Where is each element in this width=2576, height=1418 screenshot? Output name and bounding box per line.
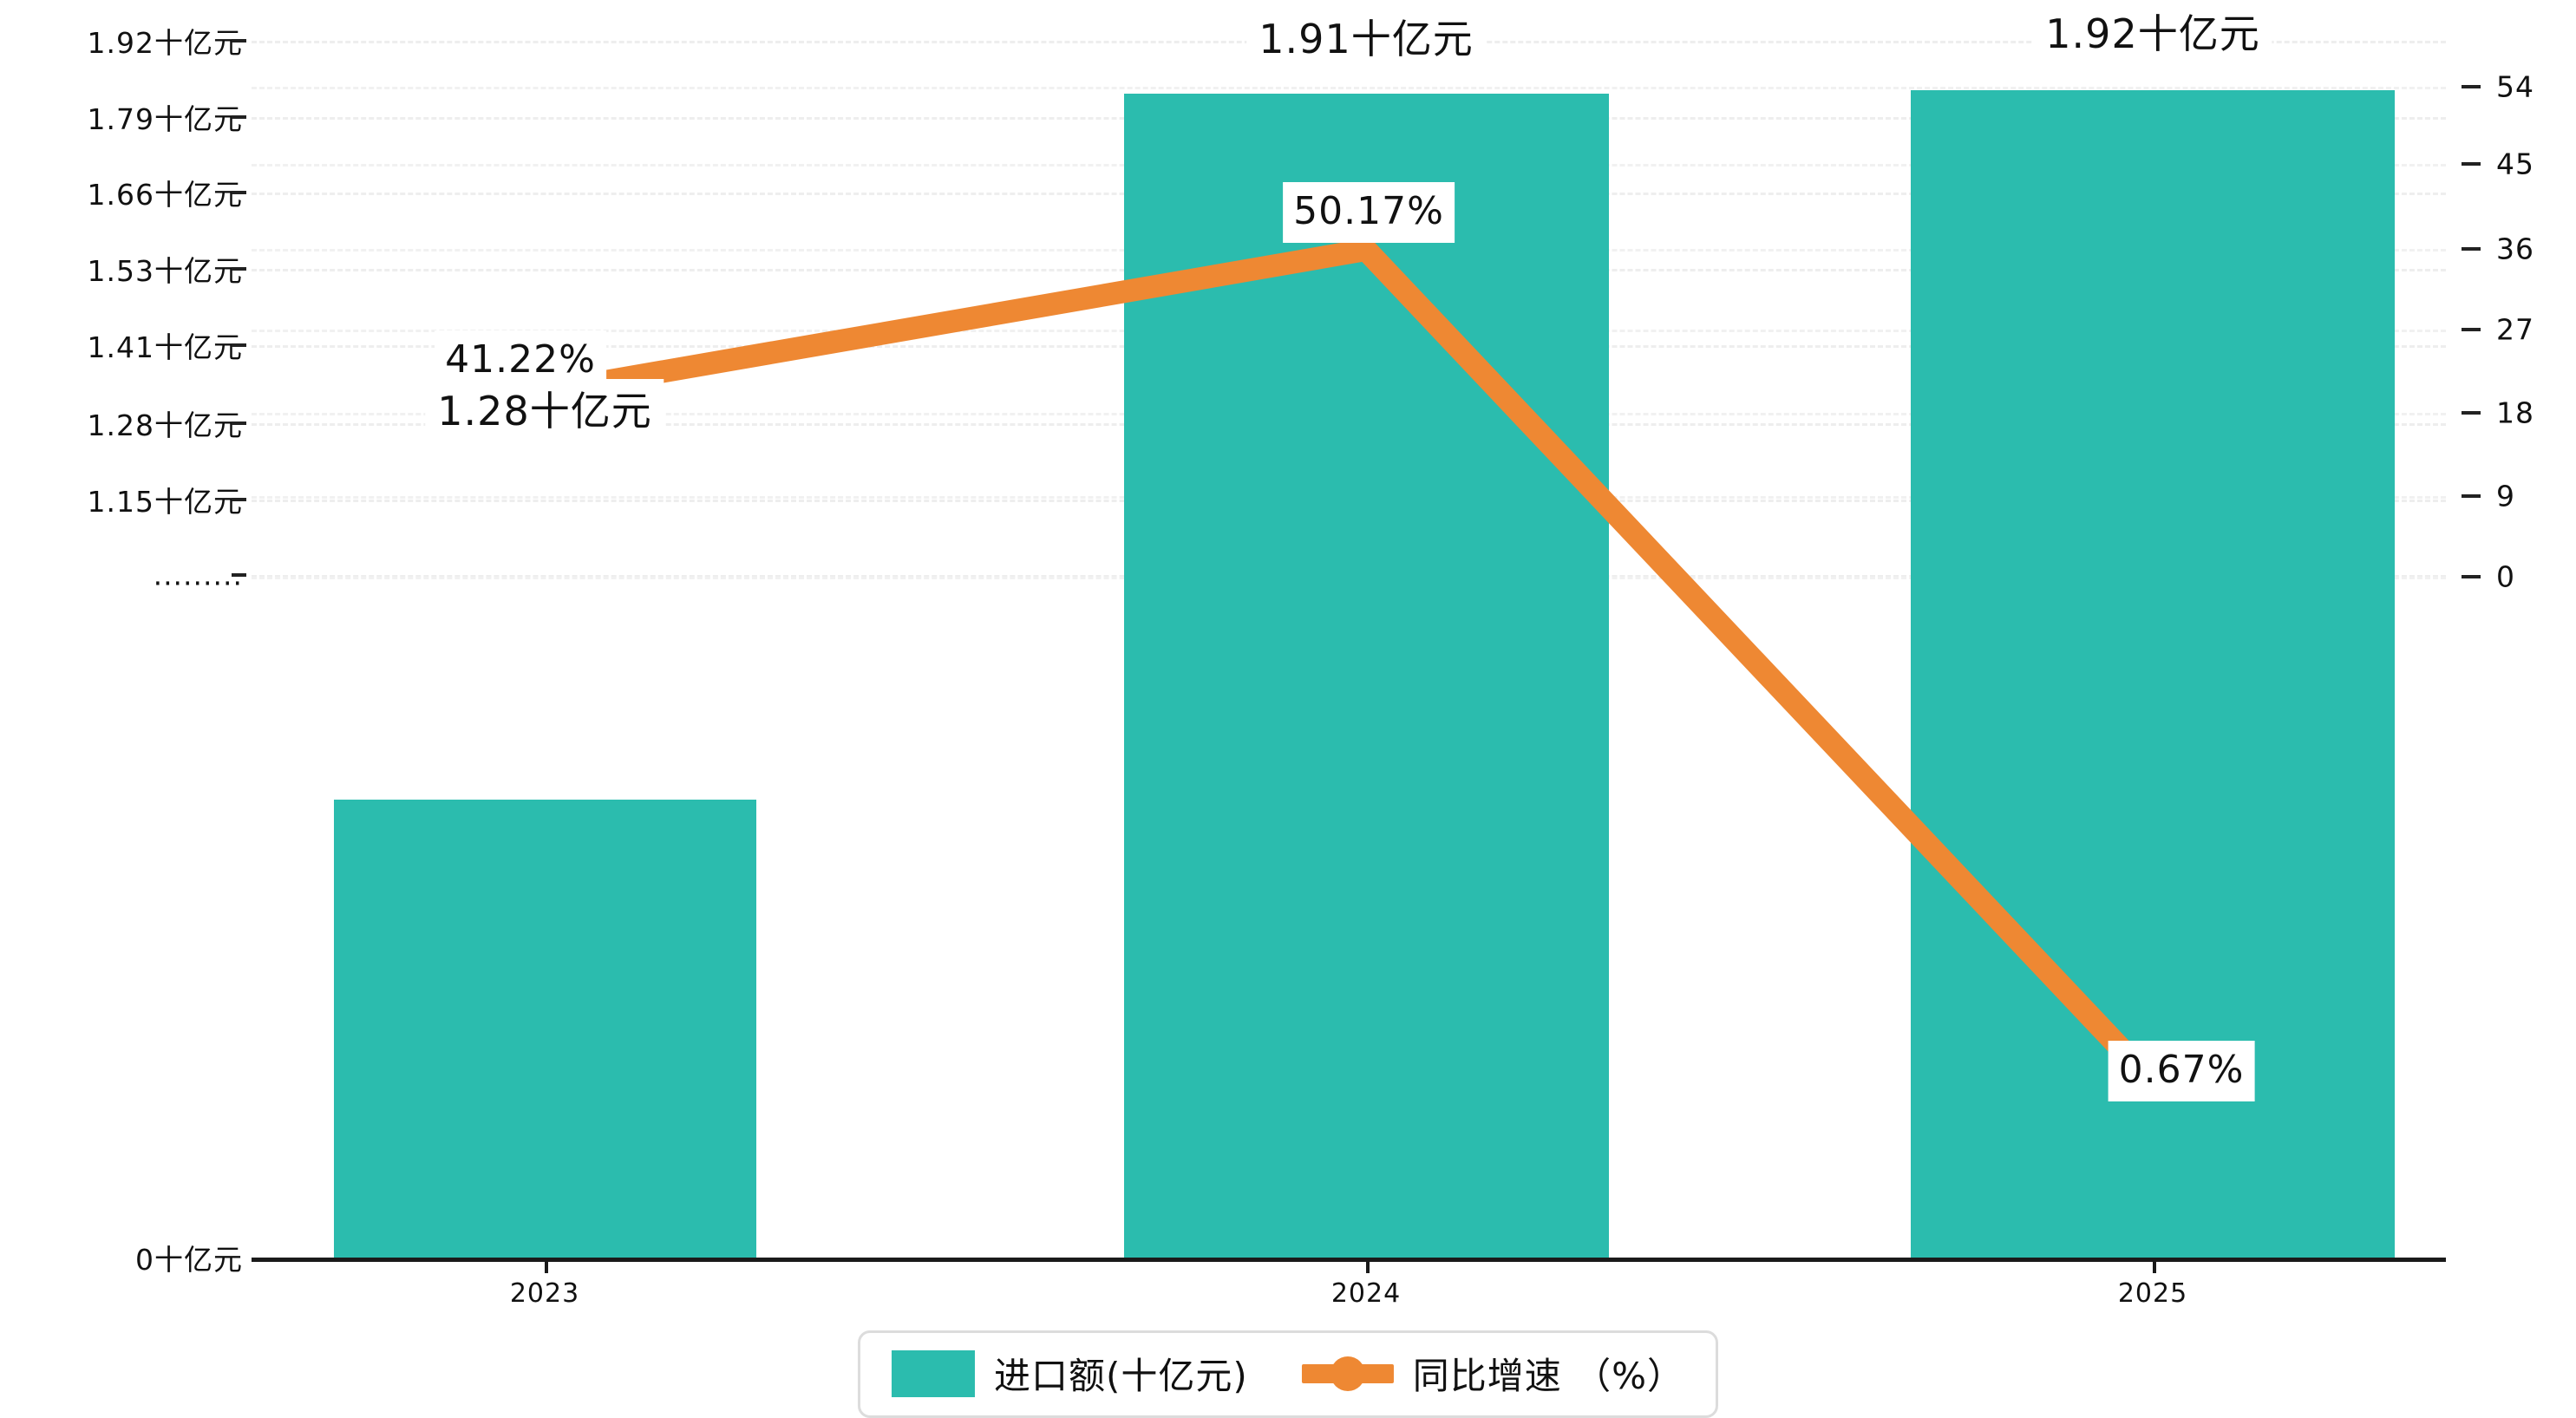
bar-2024[interactable]: [1124, 94, 1609, 1258]
y-axis-left-tick-label: 1.79十亿元: [87, 102, 243, 136]
y-axis-right-tick-label: 45: [2496, 147, 2534, 181]
y-axis-right-tick-label: 0: [2496, 559, 2515, 594]
y-axis-left-tick-label: 1.15十亿元: [87, 485, 243, 519]
x-axis-tick-mark: [1366, 1258, 1370, 1273]
y-axis-left-tick-mark: [232, 267, 246, 271]
legend-bar-swatch-icon: [891, 1349, 975, 1397]
y-axis-left-tick-label: .........: [153, 558, 243, 592]
x-axis-tick-label: 2025: [2117, 1278, 2188, 1309]
y-axis-right-tick-mark: [2462, 247, 2481, 251]
line-value-label: 0.67%: [2108, 1041, 2255, 1101]
bar-2023[interactable]: [334, 800, 756, 1258]
x-axis-tick-mark: [545, 1258, 548, 1273]
x-axis-line: [252, 1258, 2446, 1262]
gridline-right: [252, 87, 2446, 89]
y-axis-right-tick-mark: [2462, 494, 2481, 498]
y-axis-left-tick-label: 1.53十亿元: [87, 254, 243, 288]
y-axis-right-tick-label: 54: [2496, 69, 2534, 104]
legend-item-yoy-growth[interactable]: 同比增速 （%）: [1301, 1347, 1685, 1400]
y-axis-right-tick-label: 18: [2496, 395, 2534, 430]
y-axis-right-tick-label: 36: [2496, 232, 2534, 266]
bar-value-label: 1.91十亿元: [1246, 7, 1486, 73]
y-axis-left-tick-mark: [232, 39, 246, 42]
y-axis-right-tick-mark: [2462, 575, 2481, 578]
bar-value-label: 1.92十亿元: [2033, 2, 2272, 68]
y-axis-left-tick-mark: [232, 343, 246, 347]
x-axis-tick-label: 2023: [509, 1278, 580, 1309]
legend-item-import-amount[interactable]: 进口额(十亿元): [891, 1347, 1248, 1400]
legend-label-yoy-growth: 同比增速 （%）: [1412, 1355, 1685, 1397]
y-axis-right-tick-mark: [2462, 162, 2481, 166]
legend-line-swatch-icon: [1301, 1350, 1394, 1397]
y-axis-left-tick-mark: [232, 421, 246, 425]
line-value-label: 50.17%: [1283, 182, 1455, 243]
y-axis-left-tick-mark: [232, 115, 246, 119]
y-axis-right-tick-mark: [2462, 328, 2481, 331]
y-axis-right-tick-mark: [2462, 411, 2481, 415]
legend-label-import-amount: 进口额(十亿元): [993, 1355, 1248, 1397]
y-axis-right-tick-mark: [2462, 85, 2481, 88]
y-axis-right-tick-label: 27: [2496, 312, 2534, 347]
y-axis-left-tick-label: 0十亿元: [135, 1243, 243, 1277]
chart-legend[interactable]: 进口额(十亿元) 同比增速 （%）: [857, 1330, 1719, 1418]
y-axis-left-tick-label: 1.28十亿元: [87, 408, 243, 442]
x-axis-tick-label: 2024: [1330, 1278, 1402, 1309]
y-axis-left-tick-mark: [232, 573, 246, 577]
y-axis-left-tick-label: 1.92十亿元: [87, 26, 243, 60]
y-axis-left-tick-label: 1.41十亿元: [87, 330, 243, 364]
x-axis-tick-mark: [2153, 1258, 2156, 1273]
y-axis-left-tick-mark: [232, 191, 246, 194]
y-axis-left-tick-mark: [232, 498, 246, 501]
y-axis-left-tick-label: 1.66十亿元: [87, 178, 243, 212]
line-value-label: 41.22%: [435, 330, 606, 391]
y-axis-right-tick-label: 9: [2496, 479, 2515, 513]
